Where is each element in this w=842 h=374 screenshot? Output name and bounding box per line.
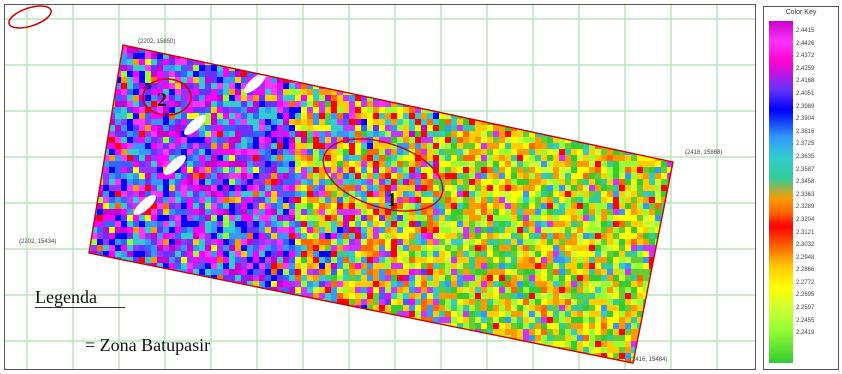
color-key-value: 2.2455 bbox=[796, 317, 815, 324]
color-key-values: 2.4415 2.4426 2.4372 2.4259 2.4168 2.4051 2.39… bbox=[796, 25, 838, 340]
color-key-value: 2.2695 bbox=[796, 292, 815, 299]
legend-underline bbox=[35, 307, 125, 308]
color-key-value: 2.2772 bbox=[796, 279, 815, 286]
seismic-map-panel: (2202, 15850) (2416, 15868) (2202, 15434… bbox=[4, 4, 756, 370]
legend-title: Legenda bbox=[35, 287, 97, 307]
color-key-panel: Color Key 2.4415 2.4426 2.4372 2.4259 2.4168… bbox=[763, 6, 839, 370]
corner-label-right: (2416, 15868) bbox=[685, 150, 723, 156]
color-key-value: 2.3816 bbox=[796, 128, 815, 135]
corner-label-top-left: (2202, 15850) bbox=[138, 39, 176, 45]
color-key-value: 2.3363 bbox=[796, 191, 815, 198]
color-key-value: 2.3904 bbox=[796, 116, 815, 123]
color-key-value: 2.2866 bbox=[796, 267, 815, 274]
color-key-value: 2.3289 bbox=[796, 204, 815, 211]
zone-2-ellipse bbox=[142, 78, 192, 116]
color-key-gradient bbox=[769, 21, 793, 363]
color-key-value: 2.2597 bbox=[796, 305, 815, 312]
color-key-value: 2.4259 bbox=[796, 65, 815, 72]
color-key-value: 2.3587 bbox=[796, 166, 815, 173]
color-key-value: 2.4168 bbox=[796, 78, 815, 85]
color-key-value: 2.3032 bbox=[796, 242, 815, 249]
zone-label-2: 2 bbox=[157, 89, 167, 111]
legend-item-label: = Zona Batupasir bbox=[85, 335, 211, 355]
color-key-value: 2.3725 bbox=[796, 141, 815, 148]
survey-boundary bbox=[88, 44, 674, 364]
color-key-value: 2.3989 bbox=[796, 103, 815, 110]
color-key-value: 2.4051 bbox=[796, 90, 815, 97]
color-key-value: 2.4372 bbox=[796, 53, 815, 60]
corner-label-bottom-right: (2416, 15484) bbox=[630, 357, 668, 363]
color-key-value: 2.2419 bbox=[796, 330, 815, 337]
color-key-value: 2.4415 bbox=[796, 28, 815, 34]
color-key-value: 2.3635 bbox=[796, 153, 815, 160]
color-key-value: 2.3204 bbox=[796, 216, 815, 223]
color-key-value: 2.2948 bbox=[796, 254, 815, 261]
zone-label-1: 1 bbox=[387, 189, 397, 211]
color-key-title: Color Key bbox=[785, 9, 817, 16]
color-key-value: 2.3458 bbox=[796, 179, 815, 186]
sandstone-zone-symbol bbox=[8, 5, 52, 29]
color-key-value: 2.4426 bbox=[796, 40, 815, 47]
corner-label-left: (2202, 15434) bbox=[19, 239, 57, 245]
zone-1-ellipse bbox=[322, 138, 444, 212]
seismic-map-canvas bbox=[5, 5, 755, 369]
color-key-value: 2.3121 bbox=[796, 229, 815, 236]
seismic-amplitude-cells bbox=[89, 45, 673, 363]
